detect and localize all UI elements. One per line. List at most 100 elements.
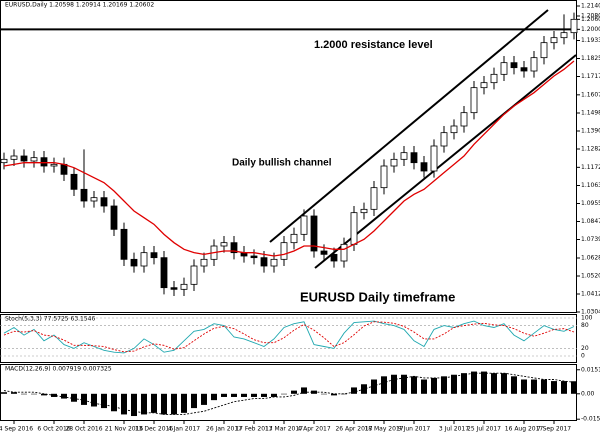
candle-body: [270, 258, 278, 267]
histogram-bar: [511, 376, 517, 394]
histogram-bar: [171, 393, 177, 415]
y-tick-label: 1.20000: [581, 26, 600, 33]
candle-body: [10, 155, 18, 160]
annotation: 1.2000 resistance level: [314, 39, 433, 51]
histogram-bar: [381, 376, 387, 394]
y-tick-label: 1.03040: [581, 309, 600, 316]
histogram-bar: [81, 393, 87, 405]
candle-body: [570, 18, 578, 34]
x-tick-label: 3 Jul 2017: [439, 426, 469, 433]
histogram-bar: [71, 393, 77, 402]
candle-body: [60, 163, 68, 175]
histogram-bar: [131, 393, 137, 417]
candle-body: [530, 57, 538, 72]
histogram-bar: [271, 393, 277, 397]
y-tick-label: 1.16070: [581, 91, 600, 98]
histogram-bar: [211, 393, 217, 401]
candle-body: [550, 37, 558, 44]
candle-body: [40, 157, 48, 167]
candle-body: [520, 67, 528, 72]
histogram-bar: [431, 377, 437, 394]
histogram-bar: [251, 393, 257, 397]
y-tick-label: 1.05200: [581, 273, 600, 280]
candle-body: [0, 158, 8, 164]
candle-body: [290, 233, 298, 244]
y-tick-label: 1.21400: [581, 3, 600, 10]
x-tick-label: 16 Aug 2017: [505, 426, 544, 433]
candle-body: [80, 188, 88, 202]
histogram-bar: [541, 379, 547, 394]
candle-body: [170, 287, 178, 290]
y-tick-label: 0: [581, 353, 585, 360]
candle-body: [160, 257, 168, 289]
histogram-bar: [91, 393, 97, 407]
y-tick-label: 1.20600: [581, 16, 600, 23]
y-tick-label: 1.20800: [581, 13, 600, 20]
candle-body: [440, 132, 448, 147]
candle-body: [450, 125, 458, 134]
candle-body: [340, 243, 348, 262]
x-tick-label: 17 Feb 2017: [235, 426, 273, 433]
macd-header: MACD(12,26,9) 0.007919 0.007325: [5, 366, 112, 373]
main-header: EURUSD,Daily 1.20598 1.20914 1.20169 1.2…: [5, 2, 154, 9]
x-tick-label: 14 Sep 2016: [0, 426, 33, 433]
candle-body: [70, 173, 78, 190]
x-tick-label: 25 Jul 2017: [467, 426, 501, 433]
histogram-bar: [291, 390, 297, 394]
y-tick-label: 1.13900: [581, 128, 600, 135]
histogram-bar: [451, 374, 457, 394]
y-tick-label: 1.07390: [581, 236, 600, 243]
signal-line: [3, 372, 575, 415]
moving-average: [3, 60, 575, 257]
y-tick-label: 1.19330: [581, 37, 600, 44]
candle-body: [380, 165, 388, 189]
histogram-bar: [61, 393, 67, 399]
histogram-bar: [281, 393, 287, 395]
stoch-panel: [0, 314, 577, 363]
candle-body: [410, 152, 418, 164]
candle-body: [390, 158, 398, 167]
candle-body: [540, 42, 548, 59]
y-tick-label: 1.10630: [581, 182, 600, 189]
histogram-bar: [391, 374, 397, 394]
candle-body: [50, 163, 58, 167]
candle-body: [490, 73, 498, 84]
annotation: EURUSD Daily timeframe: [300, 289, 455, 304]
y-tick-label: 1.08470: [581, 218, 600, 225]
histogram-bar: [121, 393, 127, 415]
x-tick-label: 26 Apr 2017: [335, 426, 372, 433]
candle-body: [500, 62, 508, 75]
histogram-bar: [461, 373, 467, 394]
y-tick-label: 20: [581, 345, 589, 352]
candle-body: [20, 155, 28, 162]
histogram-bar: [321, 393, 327, 395]
candle-body: [560, 32, 568, 39]
histogram-bar: [301, 387, 307, 394]
candle-body: [230, 242, 238, 254]
histogram-bar: [501, 373, 507, 394]
histogram-bar: [371, 379, 377, 394]
candle-body: [120, 228, 128, 260]
y-tick-label: 100: [581, 315, 593, 322]
candle-body: [150, 252, 158, 259]
stoch-header: Stoch(5,3,3) 77.5725 63.1546: [5, 316, 96, 323]
histogram-bar: [491, 373, 497, 394]
histogram-bar: [241, 393, 247, 397]
candle-body: [190, 265, 198, 285]
histogram-bar: [261, 393, 267, 397]
x-tick-label: 26 Jan 2017: [206, 426, 242, 433]
candle-body: [350, 212, 358, 245]
x-tick-label: 9 Jun 2017: [398, 426, 430, 433]
histogram-bar: [101, 393, 107, 409]
histogram-bar: [331, 393, 337, 396]
candle-body: [110, 205, 118, 230]
candle-body: [30, 157, 38, 162]
channel-lower: [314, 54, 577, 269]
candle-body: [220, 242, 228, 247]
y-tick-label: 1.11720: [581, 164, 600, 171]
candle-body: [470, 87, 478, 114]
indicator-line: [3, 321, 575, 353]
candle-body: [130, 258, 138, 267]
x-tick-label: 21 Nov 2016: [105, 426, 144, 433]
